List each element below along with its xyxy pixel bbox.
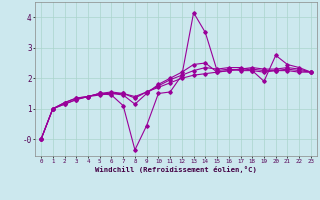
X-axis label: Windchill (Refroidissement éolien,°C): Windchill (Refroidissement éolien,°C) [95, 166, 257, 173]
